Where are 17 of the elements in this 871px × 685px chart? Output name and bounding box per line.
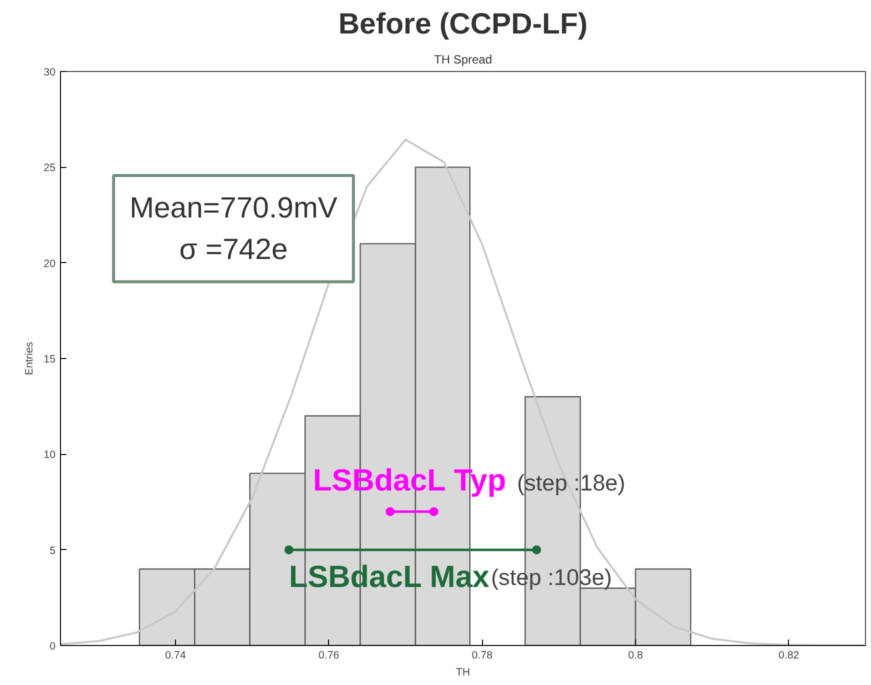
y-tick-label: 10 (44, 449, 56, 462)
x-tick-label: 0.82 (778, 650, 800, 662)
y-tick-label: 25 (44, 162, 56, 174)
chart-subtitle: TH Spread (434, 52, 492, 66)
annotation: Mean=770.9mV σ =742e (130, 192, 338, 266)
y-axis-title: Entries (24, 342, 36, 376)
y-tick-label: 30 (44, 66, 56, 78)
x-tick-label: 0.76 (318, 650, 340, 662)
x-tick-label: 0.8 (628, 650, 643, 662)
chart-title: Before (CCPD-LF) (338, 8, 588, 40)
y-tick-label: 5 (50, 544, 56, 557)
y-tick-label: 20 (44, 258, 56, 270)
y-tick-label: 15 (44, 354, 56, 366)
x-axis-title: TH (456, 666, 470, 678)
y-tick-label: 0 (50, 640, 56, 652)
x-tick-label: 0.74 (165, 650, 186, 662)
x-tick-label: 0.78 (472, 650, 493, 662)
